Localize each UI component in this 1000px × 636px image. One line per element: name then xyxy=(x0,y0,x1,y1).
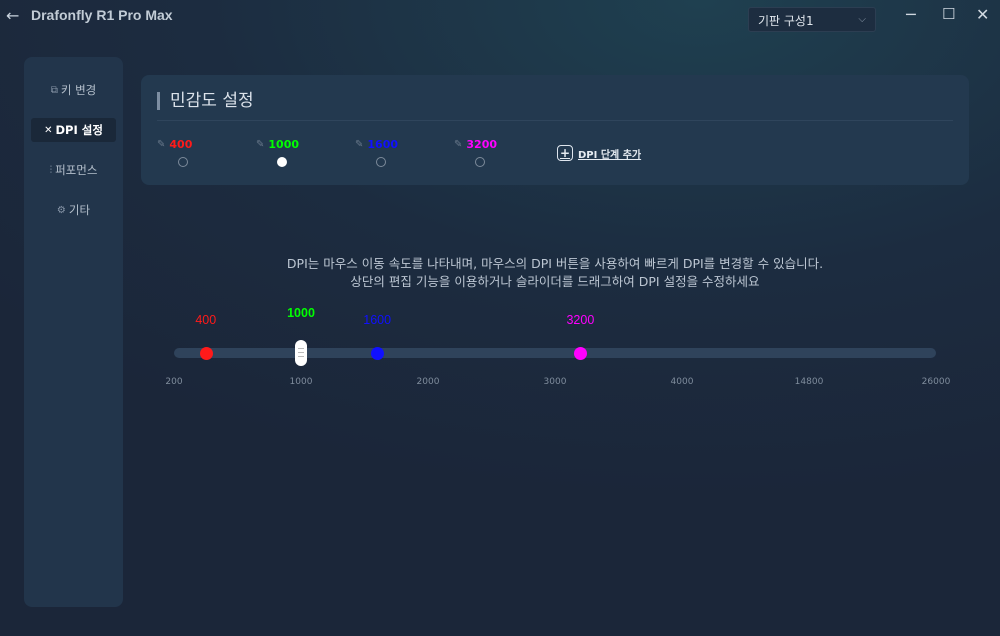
slider-tick-label: 200 xyxy=(165,377,183,387)
dpi-cross-icon: ✕ xyxy=(44,124,53,136)
slider-tick-label: 26000 xyxy=(921,377,951,387)
sidebar-item-label: 퍼포먼스 xyxy=(55,163,98,177)
profile-dropdown[interactable]: 기판 구성1 ⌵ xyxy=(748,7,876,32)
edit-icon[interactable]: ✎ xyxy=(256,139,265,150)
sidebar: ⧉ 키 변경 ✕ DPI 설정 ⫶ 퍼포먼스 ⚙ 기타 xyxy=(24,57,123,607)
chevron-down-icon: ⌵ xyxy=(858,14,866,25)
plus-icon: + xyxy=(557,145,573,161)
sidebar-item-dpi[interactable]: ✕ DPI 설정 xyxy=(31,118,116,142)
dpi-level-400[interactable]: ✎ 400 xyxy=(157,138,217,167)
dpi-level-1000[interactable]: ✎ 1000 xyxy=(256,138,316,167)
sidebar-item-label: 기타 xyxy=(68,203,91,217)
sliders-icon: ⫶ xyxy=(49,164,53,176)
slider-tick-label: 1000 xyxy=(289,377,313,387)
slider-marker-label: 400 xyxy=(195,313,217,327)
dpi-level-value: 400 xyxy=(169,138,193,151)
slider-marker-label: 3200 xyxy=(566,313,595,327)
slider-marker-label: 1600 xyxy=(363,313,392,327)
edit-icon[interactable]: ✎ xyxy=(454,139,463,150)
sidebar-item-other[interactable]: ⚙ 기타 xyxy=(31,198,116,222)
slider-marker-1600[interactable] xyxy=(371,347,385,360)
dpi-description: DPI는 마우스 이동 속도를 나타내며, 마우스의 DPI 버튼을 사용하여 … xyxy=(141,255,969,291)
description-line: DPI는 마우스 이동 속도를 나타내며, 마우스의 DPI 버튼을 사용하여 … xyxy=(286,256,824,271)
description-line: 상단의 편집 기능을 이용하거나 슬라이더를 드래그하여 DPI 설정을 수정하… xyxy=(350,274,760,289)
minimize-button[interactable]: ─ xyxy=(906,5,916,24)
edit-icon[interactable]: ✎ xyxy=(355,139,364,150)
dpi-level-radio[interactable] xyxy=(376,157,386,167)
close-button[interactable]: ✕ xyxy=(976,5,990,24)
app-title: Drafonfly R1 Pro Max xyxy=(31,7,173,23)
slider-marker-3200[interactable] xyxy=(574,347,588,360)
slider-handle[interactable] xyxy=(295,340,307,366)
dpi-level-radio[interactable] xyxy=(178,157,188,167)
dpi-level-radio[interactable] xyxy=(277,157,287,167)
slider-tick-label: 4000 xyxy=(670,377,694,387)
divider xyxy=(157,120,953,121)
sidebar-item-label: DPI 설정 xyxy=(55,123,103,137)
profile-value: 기판 구성1 xyxy=(758,14,814,28)
dpi-level-radio[interactable] xyxy=(475,157,485,167)
add-dpi-label: DPI 단계 추가 xyxy=(578,149,642,161)
sidebar-item-performance[interactable]: ⫶ 퍼포먼스 xyxy=(31,158,116,182)
slider-marker-400[interactable] xyxy=(199,347,213,360)
slider-tick-label: 3000 xyxy=(543,377,567,387)
sensitivity-card: 민감도 설정 ✎ 400 ✎ 1000 ✎ 1600 ✎ 3200 + DPI 단계 추가 xyxy=(141,75,969,185)
dpi-level-value: 1600 xyxy=(367,138,399,151)
dpi-level-3200[interactable]: ✎ 3200 xyxy=(454,138,514,167)
sidebar-item-label: 키 변경 xyxy=(60,83,97,97)
dpi-level-value: 1000 xyxy=(268,138,300,151)
card-title: 민감도 설정 xyxy=(157,92,254,110)
gear-icon: ⚙ xyxy=(56,204,66,216)
slider-marker-label: 1000 xyxy=(287,306,315,320)
slider-tick-label: 2000 xyxy=(416,377,440,387)
dpi-level-value: 3200 xyxy=(466,138,498,151)
dpi-slider-track[interactable] xyxy=(174,348,936,358)
edit-icon[interactable]: ✎ xyxy=(157,139,166,150)
back-arrow-icon[interactable]: ← xyxy=(6,6,20,25)
sidebar-item-key-change[interactable]: ⧉ 키 변경 xyxy=(31,78,116,102)
slider-tick-label: 14800 xyxy=(794,377,824,387)
dpi-level-1600[interactable]: ✎ 1600 xyxy=(355,138,415,167)
maximize-button[interactable]: ☐ xyxy=(942,5,956,23)
key-icon: ⧉ xyxy=(50,84,58,96)
add-dpi-level-button[interactable]: + DPI 단계 추가 xyxy=(557,145,641,161)
